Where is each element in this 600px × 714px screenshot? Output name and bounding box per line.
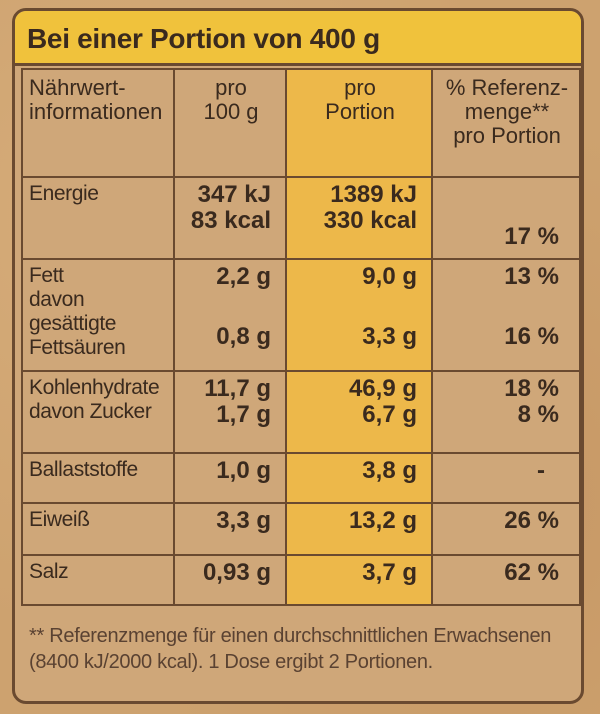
nutrient-header-line2: informationen — [29, 99, 163, 124]
protein-label: Eiweiß — [21, 502, 175, 556]
fat-per100-value: 2,2 g — [216, 263, 271, 290]
sugar-label-text: davon Zucker — [29, 400, 152, 423]
nutrition-table: Nährwert- informationen pro 100 g pro Po… — [21, 68, 581, 606]
salt-portion: 3,7 g — [285, 554, 433, 606]
protein-portion: 13,2 g — [285, 502, 433, 556]
saturated-per100-value: 0,8 g — [216, 323, 271, 350]
table-header-row: Nährwert- informationen pro 100 g pro Po… — [21, 68, 581, 178]
carbs-per100-value: 11,7 g — [204, 375, 271, 402]
fat-reference: 13 % 16 % — [431, 258, 581, 372]
energy-ref-value: 17 % — [504, 223, 559, 250]
table-row-carbohydrates: Kohlenhydrate davon Zucker 11,7 g 1,7 g … — [21, 370, 581, 454]
ref-header-line1: % Referenz- — [445, 75, 569, 100]
fiber-per100: 1,0 g — [173, 452, 287, 504]
carbs-portion-value: 46,9 g — [348, 375, 417, 402]
sugar-portion-value: 6,7 g — [362, 401, 417, 428]
energy-per100-kcal: 83 kcal — [190, 207, 271, 234]
fat-ref-value: 13 % — [504, 263, 559, 290]
energy-portion-kj: 1389 kJ — [330, 181, 417, 208]
portion-title: Bei einer Portion von 400 g — [27, 23, 380, 54]
table-row-fiber: Ballaststoffe 1,0 g 3,8 g - — [21, 452, 581, 504]
protein-per100: 3,3 g — [173, 502, 287, 556]
energy-label: Energie — [21, 176, 175, 260]
fat-label: Fett davon gesättigte Fettsäuren — [21, 258, 175, 372]
table-row-energy: Energie 347 kJ 83 kcal 1389 kJ 330 kcal … — [21, 176, 581, 260]
footnote-line2: (8400 kJ/2000 kcal). 1 Dose ergibt 2 Por… — [29, 651, 433, 673]
saturated-label-line1: davon gesättigte — [29, 288, 117, 335]
fiber-reference: - — [431, 452, 581, 504]
energy-per100-kj: 347 kJ — [197, 181, 271, 208]
column-header-portion: pro Portion — [285, 68, 433, 178]
nutrient-header-line1: Nährwert- — [29, 75, 126, 100]
carbs-label: Kohlenhydrate davon Zucker — [21, 370, 175, 454]
portion-header-line1: pro — [344, 75, 376, 100]
saturated-ref-value: 16 % — [504, 323, 559, 350]
portion-header-line2: Portion — [325, 99, 395, 124]
column-header-reference: % Referenz- menge** pro Portion — [431, 68, 581, 178]
energy-per100: 347 kJ 83 kcal — [173, 176, 287, 260]
ref-header-line3: pro Portion — [453, 123, 561, 148]
sugar-ref-value: 8 % — [517, 401, 559, 428]
table-row-protein: Eiweiß 3,3 g 13,2 g 26 % — [21, 502, 581, 556]
column-header-per100: pro 100 g — [173, 68, 287, 178]
portion-header: Bei einer Portion von 400 g — [15, 11, 581, 66]
protein-reference: 26 % — [431, 502, 581, 556]
saturated-label-line2: Fettsäuren — [29, 336, 126, 359]
carbs-label-text: Kohlenhydrate — [29, 376, 160, 399]
column-header-nutrient: Nährwert- informationen — [21, 68, 175, 178]
carbs-per100: 11,7 g 1,7 g — [173, 370, 287, 454]
fat-portion-value: 9,0 g — [362, 263, 417, 290]
energy-portion-kcal: 330 kcal — [323, 207, 417, 234]
fat-portion: 9,0 g 3,3 g — [285, 258, 433, 372]
salt-label: Salz — [21, 554, 175, 606]
salt-per100: 0,93 g — [173, 554, 287, 606]
fiber-portion: 3,8 g — [285, 452, 433, 504]
energy-reference: 17 % — [431, 176, 581, 260]
footnote: ** Referenzmenge für einen durchschnittl… — [29, 623, 573, 675]
salt-reference: 62 % — [431, 554, 581, 606]
table-row-fat: Fett davon gesättigte Fettsäuren 2,2 g 0… — [21, 258, 581, 372]
ref-header-line2: menge** — [464, 99, 550, 124]
carbs-ref-value: 18 % — [504, 375, 559, 402]
energy-portion: 1389 kJ 330 kcal — [285, 176, 433, 260]
carbs-reference: 18 % 8 % — [431, 370, 581, 454]
fiber-label: Ballaststoffe — [21, 452, 175, 504]
per100-header-line2: 100 g — [203, 99, 259, 124]
saturated-portion-value: 3,3 g — [362, 323, 417, 350]
per100-header-line1: pro — [215, 75, 247, 100]
fat-per100: 2,2 g 0,8 g — [173, 258, 287, 372]
table-row-salt: Salz 0,93 g 3,7 g 62 % — [21, 554, 581, 606]
nutrition-label: Bei einer Portion von 400 g Nährwert- in… — [12, 8, 584, 704]
footnote-line1: ** Referenzmenge für einen durchschnittl… — [29, 625, 552, 647]
fat-label-text: Fett — [29, 264, 64, 287]
carbs-portion: 46,9 g 6,7 g — [285, 370, 433, 454]
sugar-per100-value: 1,7 g — [216, 401, 271, 428]
